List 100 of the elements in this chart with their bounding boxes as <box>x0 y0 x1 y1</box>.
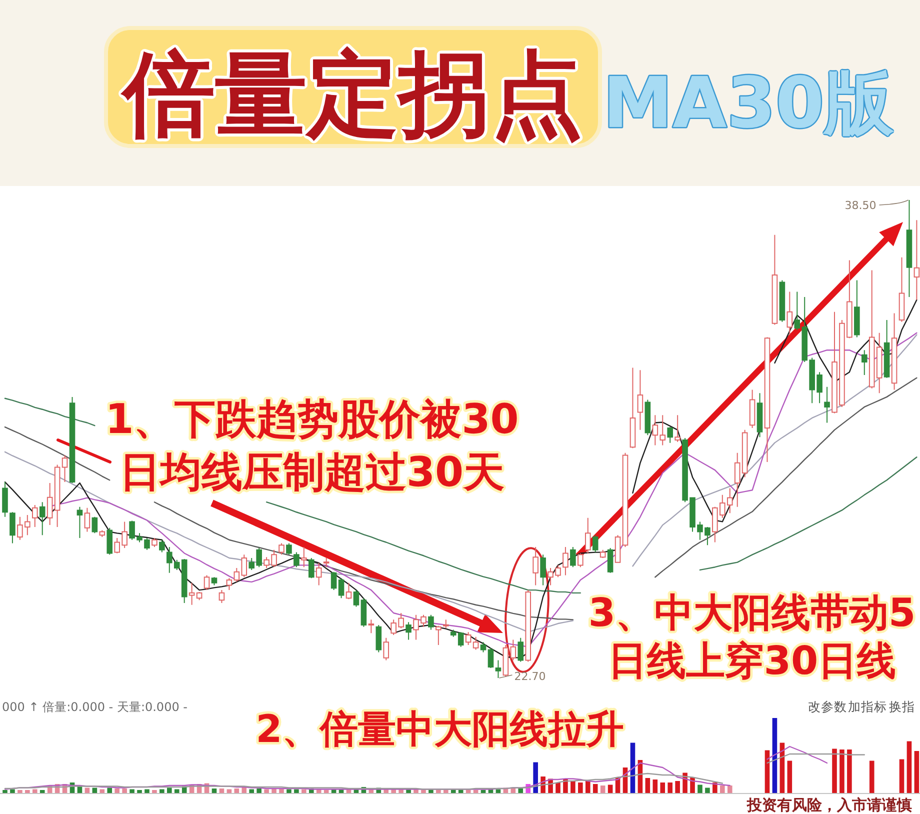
candlestick <box>308 558 314 579</box>
bar <box>130 789 134 793</box>
text: 000 ↑ 倍量:0.000 - 天量:0.000 - <box>2 700 188 714</box>
candlestick <box>92 516 98 534</box>
candlestick <box>428 614 434 630</box>
candlestick <box>749 389 756 429</box>
bar <box>40 790 45 793</box>
candlestick <box>578 552 584 568</box>
candlestick <box>824 386 830 424</box>
annotation: 2、倍量中大阳线拉升 <box>256 707 624 751</box>
candlestick <box>62 454 68 483</box>
bar <box>592 784 598 793</box>
candlestick <box>218 590 225 604</box>
candlestick <box>495 660 502 678</box>
bar <box>645 778 650 793</box>
candlestick <box>443 619 449 629</box>
text: 投资有风险，入市请谨慎 <box>746 796 912 814</box>
candlestick <box>294 552 300 568</box>
bar <box>727 786 732 793</box>
candlestick <box>10 512 16 544</box>
candlestick <box>406 622 412 640</box>
bar <box>264 789 269 793</box>
candlestick <box>914 220 920 300</box>
candlestick <box>368 619 374 634</box>
bar <box>2 790 8 793</box>
candlestick <box>540 554 546 586</box>
bar <box>436 790 441 793</box>
candlestick <box>278 542 284 556</box>
bar <box>25 790 30 793</box>
candlestick <box>472 636 479 650</box>
candlestick <box>204 574 210 591</box>
text: 换指 <box>889 699 915 714</box>
bar <box>570 781 576 793</box>
candlestick <box>607 547 614 574</box>
candlestick <box>644 399 651 436</box>
candlestick <box>525 590 532 662</box>
candlestick <box>39 502 46 536</box>
bar <box>668 782 672 793</box>
bar <box>219 788 224 793</box>
bar <box>286 789 292 793</box>
bar <box>869 760 874 793</box>
bar <box>518 788 524 793</box>
annotation: 3、中大阳线带动5日线上穿30日线 <box>588 591 916 684</box>
candlestick <box>159 539 165 553</box>
candlestick <box>211 576 218 586</box>
bar <box>144 789 150 793</box>
bar <box>600 786 606 793</box>
bar <box>480 790 486 793</box>
candlestick <box>562 546 568 576</box>
candlestick <box>600 549 606 559</box>
candlestick <box>584 517 591 554</box>
candlestick <box>353 590 360 608</box>
candlestick <box>622 452 628 548</box>
bar <box>152 790 157 793</box>
bar <box>114 788 120 793</box>
candlestick <box>779 280 786 322</box>
annotation: 1、下跌趋势股价被30日均线压制超过30天 <box>105 395 519 496</box>
candlestick <box>502 644 509 678</box>
bar <box>122 788 127 793</box>
candlestick <box>338 578 344 599</box>
bar <box>466 790 471 793</box>
candlestick <box>84 507 90 532</box>
bar <box>458 790 464 793</box>
bar <box>660 782 666 793</box>
candlestick <box>32 504 38 528</box>
bar <box>444 790 448 793</box>
candlestick <box>898 256 905 322</box>
bar <box>675 781 680 793</box>
bar <box>914 751 920 793</box>
bar <box>428 790 434 793</box>
bar <box>787 760 792 793</box>
bar <box>450 790 456 793</box>
bar <box>832 748 837 793</box>
candlestick <box>323 558 330 568</box>
candlestick <box>518 637 524 662</box>
candlestick <box>286 542 292 556</box>
annotation: 22.70 <box>514 670 546 683</box>
annotation: 38.50 <box>844 199 876 212</box>
candlestick <box>436 625 442 646</box>
bar <box>847 750 852 793</box>
candlestick <box>772 234 778 326</box>
candlestick <box>226 578 232 591</box>
candlestick <box>614 534 621 564</box>
candlestick <box>488 647 494 668</box>
candlestick <box>152 537 158 548</box>
candlestick <box>376 624 382 653</box>
candlestick <box>480 642 486 653</box>
bar <box>578 782 583 793</box>
bar <box>302 789 306 793</box>
bar <box>107 788 112 793</box>
candlestick <box>196 591 202 601</box>
candlestick <box>570 546 576 568</box>
bar <box>160 789 164 793</box>
candlestick <box>891 312 898 390</box>
candlestick <box>2 482 8 518</box>
candlestick <box>301 546 307 568</box>
candlestick <box>69 396 76 484</box>
bar <box>533 762 538 793</box>
bar <box>899 759 904 793</box>
bar <box>32 789 38 793</box>
